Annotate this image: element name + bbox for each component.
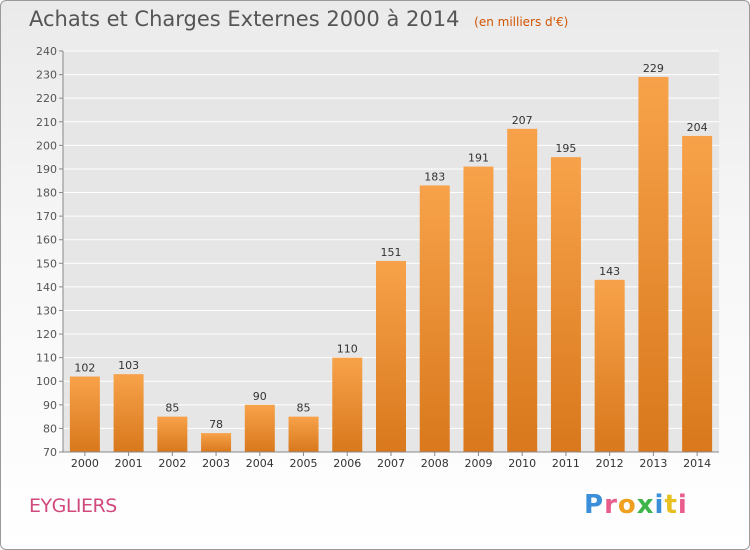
- bar-value-label: 103: [118, 359, 139, 372]
- bar-value-label: 207: [512, 114, 533, 127]
- y-tick-label: 210: [36, 116, 57, 129]
- x-tick-label: 2008: [421, 457, 449, 470]
- logo-letter: r: [604, 490, 618, 520]
- x-tick-label: 2013: [639, 457, 667, 470]
- bar: [682, 135, 713, 452]
- bar: [157, 416, 188, 452]
- commune-name: EYGLIERS: [29, 495, 117, 517]
- y-tick-label: 110: [36, 352, 57, 365]
- bar: [201, 433, 232, 452]
- logo-letter: x: [636, 490, 655, 520]
- bar-value-label: 110: [337, 343, 358, 356]
- bar-value-label: 143: [599, 265, 620, 278]
- bar-value-label: 204: [687, 121, 708, 134]
- bar: [594, 279, 625, 452]
- y-tick-label: 240: [36, 45, 57, 58]
- x-tick-label: 2010: [508, 457, 536, 470]
- y-tick-label: 220: [36, 92, 57, 105]
- bar: [113, 374, 144, 452]
- bar-value-label: 195: [555, 142, 576, 155]
- bar: [244, 404, 275, 452]
- bar-value-label: 90: [253, 390, 267, 403]
- bar: [550, 157, 581, 452]
- bar-value-label: 78: [209, 418, 223, 431]
- y-tick-label: 90: [43, 399, 57, 412]
- bar-value-label: 151: [381, 246, 402, 259]
- y-tick-label: 140: [36, 281, 57, 294]
- y-tick-label: 100: [36, 375, 57, 388]
- y-tick-label: 80: [43, 422, 57, 435]
- axes: 7080901001101201301401501601701801902002…: [36, 45, 719, 470]
- x-tick-label: 2005: [290, 457, 318, 470]
- y-tick-label: 120: [36, 328, 57, 341]
- x-tick-label: 2009: [464, 457, 492, 470]
- bar: [638, 76, 669, 453]
- bar: [463, 166, 494, 453]
- x-tick-label: 2004: [246, 457, 274, 470]
- logo-letter: o: [617, 490, 637, 520]
- bar: [69, 376, 100, 452]
- x-tick-label: 2003: [202, 457, 230, 470]
- x-tick-label: 2011: [552, 457, 580, 470]
- x-tick-label: 2014: [683, 457, 711, 470]
- x-tick-label: 2001: [115, 457, 143, 470]
- logo-letter: i: [654, 490, 665, 520]
- bar: [332, 357, 363, 452]
- proxiti-logo: Proxiti: [584, 490, 688, 520]
- y-tick-label: 150: [36, 257, 57, 270]
- bar-value-label: 102: [74, 362, 95, 375]
- y-tick-label: 130: [36, 304, 57, 317]
- bar-value-label: 85: [165, 402, 179, 415]
- x-tick-label: 2007: [377, 457, 405, 470]
- y-tick-label: 190: [36, 163, 57, 176]
- y-tick-label: 200: [36, 139, 57, 152]
- y-tick-label: 160: [36, 234, 57, 247]
- chart-title-text: Achats et Charges Externes 2000 à 2014: [29, 7, 460, 31]
- chart-unit: (en milliers d'€): [474, 15, 569, 29]
- bar: [419, 185, 450, 452]
- y-tick-label: 180: [36, 187, 57, 200]
- bars: [69, 76, 713, 453]
- bar: [288, 416, 319, 452]
- bar: [507, 128, 538, 452]
- y-tick-label: 230: [36, 69, 57, 82]
- bar-value-label: 229: [643, 62, 664, 75]
- bar: [376, 260, 406, 452]
- y-tick-label: 70: [43, 446, 57, 459]
- logo-letter: i: [677, 490, 688, 520]
- logo-letter: P: [584, 490, 605, 520]
- chart-title: Achats et Charges Externes 2000 à 2014 (…: [29, 7, 568, 31]
- bar-labels: 102 103 85 78 90 85 110 151 183 191 207 195 143 229 20…: [74, 62, 707, 431]
- bar-value-label: 183: [424, 170, 445, 183]
- bar-value-label: 191: [468, 152, 489, 165]
- x-tick-label: 2006: [333, 457, 361, 470]
- x-tick-label: 2002: [158, 457, 186, 470]
- y-tick-label: 170: [36, 210, 57, 223]
- logo-letter: t: [664, 490, 678, 520]
- x-tick-label: 2000: [71, 457, 99, 470]
- bar-value-label: 85: [297, 402, 311, 415]
- x-tick-label: 2012: [596, 457, 624, 470]
